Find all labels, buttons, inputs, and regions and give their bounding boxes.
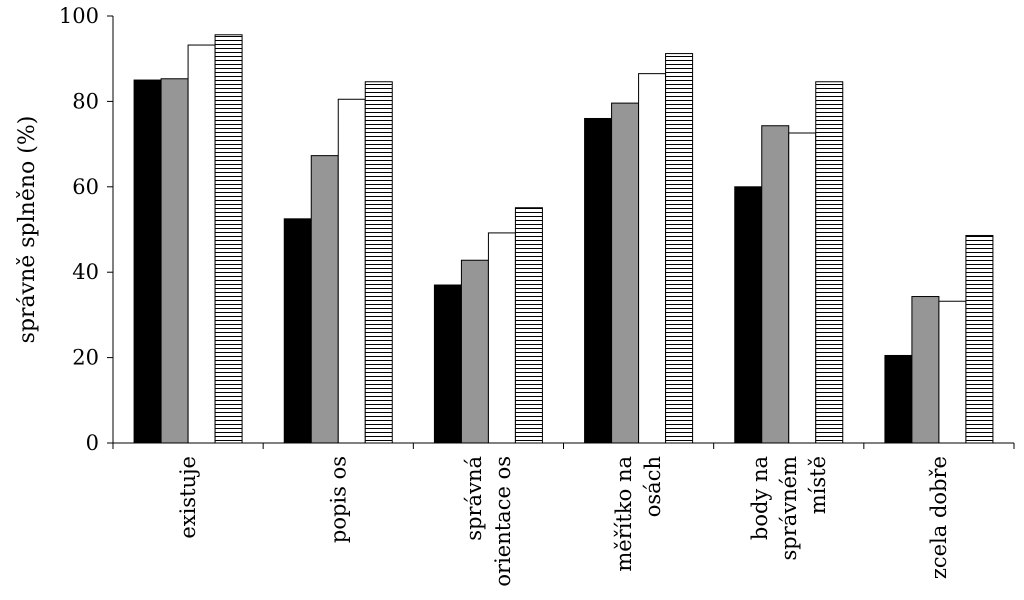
y-axis-title: správně splněno (%) (15, 116, 40, 344)
bar (734, 186, 763, 444)
bar (911, 296, 940, 444)
x-axis (112, 442, 1015, 449)
y-tick-label: 80 (72, 89, 99, 113)
category-label: orientace os (491, 456, 515, 587)
category-label: osách (641, 456, 665, 517)
bar (514, 207, 543, 444)
bar (487, 232, 516, 444)
y-tick-label: 40 (72, 260, 99, 284)
bar (337, 98, 366, 444)
category-label: správná (462, 456, 486, 541)
y-tick-label: 60 (72, 175, 99, 199)
bar (815, 81, 844, 444)
bar (160, 78, 189, 444)
bar (638, 73, 667, 444)
bar (761, 125, 790, 444)
bar (214, 34, 243, 444)
bar (611, 102, 640, 444)
category-label: zcela dobře (927, 456, 951, 579)
category-label: popis os (326, 456, 350, 543)
bar (665, 53, 694, 444)
category-label: místě (806, 456, 830, 514)
bar (884, 354, 913, 444)
category-label: správném (777, 456, 801, 561)
y-tick-label: 0 (86, 431, 99, 455)
bar (187, 44, 216, 444)
bar (788, 132, 817, 444)
category-labels: existuje popis os správná orientace os měřít… (176, 456, 951, 587)
bar (584, 117, 613, 444)
category-label: body na (748, 456, 772, 540)
bar (460, 259, 489, 444)
y-tick-label: 100 (59, 4, 99, 28)
bar (133, 79, 162, 444)
y-axis: 0 20 40 60 80 100 (59, 4, 114, 455)
bar (283, 218, 312, 444)
bar (433, 284, 462, 444)
bars (133, 34, 994, 444)
bar (364, 81, 393, 444)
bar (938, 300, 967, 444)
category-label: měřítko na (612, 456, 636, 572)
category-label: existuje (176, 456, 200, 539)
bar (310, 155, 339, 444)
y-tick-label: 20 (72, 346, 99, 370)
bar (965, 234, 994, 444)
